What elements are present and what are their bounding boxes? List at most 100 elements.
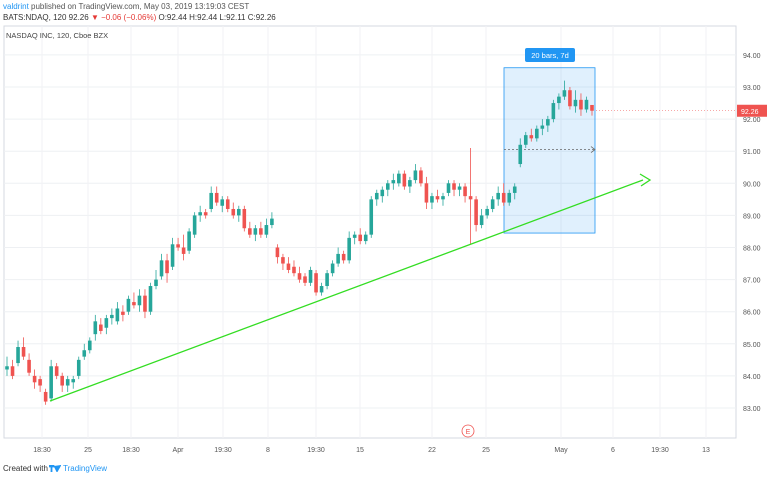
candle	[132, 292, 136, 309]
candle	[292, 260, 296, 277]
candle	[419, 167, 423, 187]
candle-body	[402, 173, 407, 187]
candle	[496, 186, 500, 206]
candle	[236, 205, 241, 222]
candle	[336, 247, 340, 267]
candle	[286, 257, 291, 274]
candle	[43, 388, 48, 405]
author-name[interactable]: valdrint	[3, 2, 29, 11]
candle	[87, 337, 92, 354]
candle	[297, 266, 302, 283]
candle	[319, 282, 324, 296]
candle-body	[413, 170, 418, 181]
candle	[5, 356, 9, 376]
candle-body	[430, 196, 434, 203]
candle-body	[308, 269, 313, 283]
candle	[512, 183, 517, 200]
candle-body	[446, 183, 451, 193]
candle-body	[248, 228, 252, 235]
candle-body	[170, 244, 175, 267]
candle-body	[165, 260, 169, 274]
time-tick-label: 19:30	[214, 447, 232, 454]
candle	[529, 128, 534, 142]
candle-body	[220, 199, 225, 206]
candle	[391, 173, 396, 190]
candle-body	[297, 273, 302, 280]
candle-body	[5, 366, 9, 370]
candle-body	[93, 321, 98, 335]
time-tick-label: 13	[702, 447, 710, 454]
candle-body	[192, 215, 197, 235]
candle	[457, 183, 462, 197]
time-tick-label: 15	[356, 447, 364, 454]
tradingview-logo[interactable]: TradingView	[48, 461, 107, 477]
candle	[441, 192, 445, 206]
candle-body	[551, 103, 556, 120]
candle-body	[286, 263, 291, 270]
candle-body	[275, 247, 280, 258]
candle-body	[341, 253, 346, 261]
published-text: published on TradingView.com, May 03, 20…	[31, 2, 250, 11]
candle-body	[397, 173, 401, 184]
candle	[446, 180, 451, 197]
time-tick-label: 18:30	[33, 447, 51, 454]
candle-body	[110, 314, 114, 319]
candle	[270, 212, 274, 229]
time-tick-label: 19:30	[307, 447, 325, 454]
candle	[32, 369, 37, 389]
candle	[452, 180, 456, 197]
last-price-label: 92.26	[741, 109, 759, 116]
time-tick-label: 6	[611, 447, 615, 454]
measure-label: 20 bars, 7d	[531, 51, 569, 60]
candle-body	[501, 192, 506, 203]
candle	[535, 125, 539, 142]
candle	[485, 205, 489, 219]
candle	[551, 99, 556, 123]
candle	[220, 196, 225, 213]
price-tick-label: 86.00	[743, 310, 761, 317]
candle-body	[314, 273, 318, 293]
earnings-marker-label: E	[466, 429, 471, 436]
candle-body	[584, 99, 589, 110]
candle	[121, 305, 125, 322]
candle	[54, 363, 59, 380]
created-with-text: Created with	[3, 464, 48, 473]
candle-body	[43, 391, 48, 402]
candle	[143, 289, 147, 319]
candle-body	[579, 99, 583, 110]
chart-title: NASDAQ INC, 120, Cboe BZX	[6, 31, 109, 40]
candle	[386, 180, 390, 197]
candle-body	[21, 347, 26, 357]
candle	[60, 372, 64, 392]
candle	[281, 253, 285, 270]
candle	[308, 266, 313, 287]
candle-body	[16, 347, 20, 364]
candle	[170, 237, 175, 270]
candle	[21, 337, 26, 360]
time-tick-label: 8	[266, 447, 270, 454]
candle	[231, 202, 236, 219]
price-tick-label: 85.00	[743, 342, 761, 349]
candle-body	[386, 183, 390, 190]
candle-body	[485, 208, 489, 216]
candle-body	[38, 379, 42, 386]
candle-body	[435, 196, 440, 200]
price-tick-label: 83.00	[743, 406, 761, 413]
candle	[347, 231, 351, 264]
candle-body	[187, 231, 191, 251]
time-tick-label: May	[554, 447, 568, 454]
candle	[463, 183, 467, 203]
candle	[430, 192, 434, 209]
candle	[490, 196, 495, 213]
price-chart[interactable]: 83.00 84.00 85.00 86.00 87.00 88.00 89.00 90.00…	[0, 24, 768, 464]
price-tick-label: 93.00	[743, 85, 761, 92]
ticker: BATS:NDAQ, 120	[3, 13, 67, 22]
candle-body	[347, 237, 351, 261]
candle	[479, 208, 484, 229]
candle-body	[424, 183, 429, 203]
candle-body	[54, 366, 59, 376]
candle-body	[115, 308, 120, 322]
candle-body	[557, 96, 561, 104]
candle-body	[419, 170, 423, 184]
time-tick-label: 25	[482, 447, 490, 454]
